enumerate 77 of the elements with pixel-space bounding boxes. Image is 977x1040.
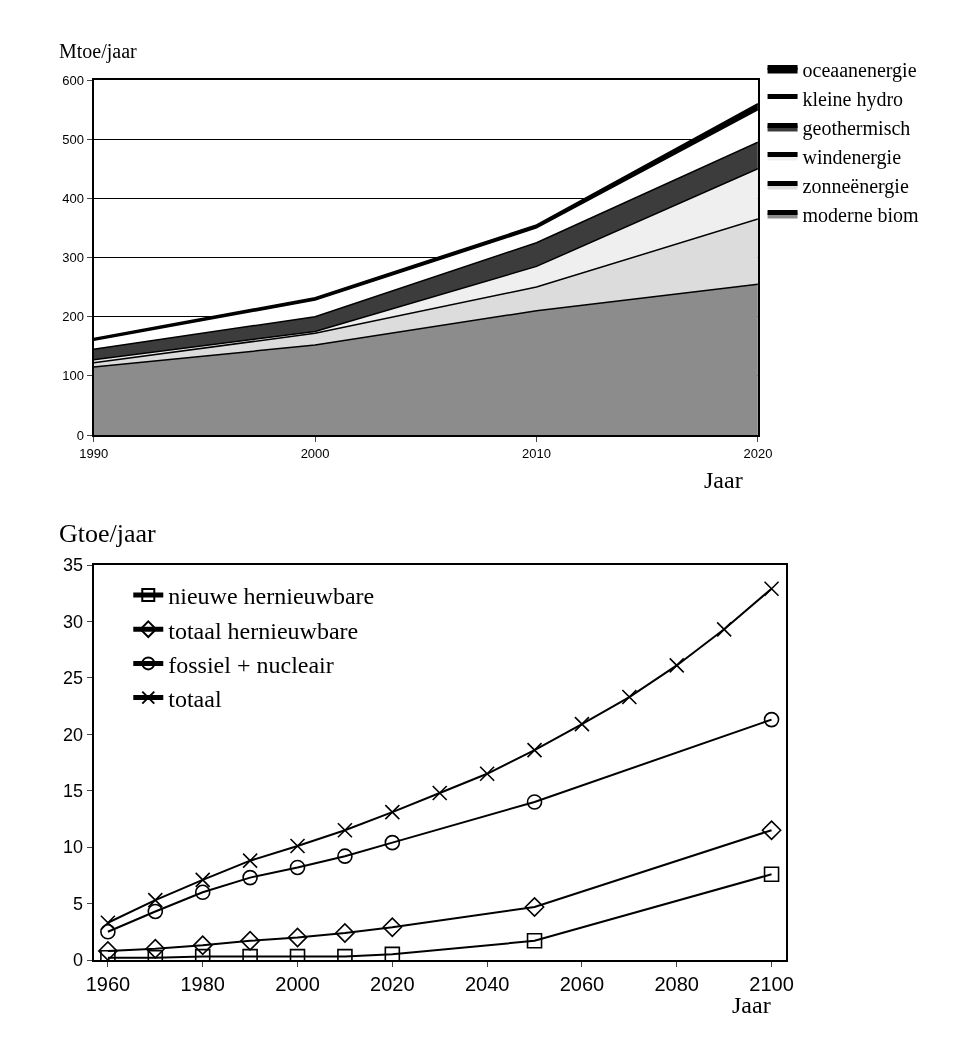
x-tick-label: 2000 — [300, 445, 330, 461]
x-tick-label: 2020 — [370, 973, 415, 995]
point — [337, 822, 353, 839]
y-tick-label: 35 — [63, 555, 84, 576]
y-axis-title: Gtoe/jaar — [59, 519, 157, 548]
point — [100, 923, 116, 940]
legend-label: nieuwe hernieuwbare — [168, 583, 375, 610]
point — [526, 794, 543, 810]
point — [526, 933, 543, 949]
point — [668, 657, 685, 674]
point — [526, 742, 543, 758]
point — [240, 930, 260, 951]
y-axis-title: Mtoe/jaar — [59, 40, 138, 63]
y-tick-label: 500 — [62, 131, 85, 147]
y-tick-label: 100 — [62, 368, 85, 384]
x-tick-label: 1980 — [180, 973, 225, 995]
legend-label: kleine hydro — [802, 88, 904, 112]
legend-label: geothermisch — [802, 117, 911, 141]
point — [763, 866, 780, 883]
point — [621, 689, 638, 705]
y-tick-label: 5 — [73, 893, 84, 914]
y-tick-label: 200 — [62, 309, 85, 325]
point — [382, 917, 403, 938]
x-tick-label: 2000 — [275, 973, 320, 995]
point — [574, 716, 590, 732]
point — [289, 859, 306, 876]
point — [761, 820, 782, 841]
y-tick-label: 400 — [62, 190, 85, 206]
y-tick-label: 20 — [63, 724, 84, 745]
x-axis-title: Jaar — [732, 992, 771, 1018]
point — [479, 765, 495, 782]
y-tick-label: 15 — [63, 781, 84, 802]
legend-label: windenergie — [802, 146, 902, 170]
point — [763, 580, 780, 597]
point — [384, 834, 401, 851]
y-tick-label: 600 — [62, 72, 85, 88]
point — [335, 923, 355, 943]
x-tick-label: 2080 — [654, 973, 699, 995]
point — [242, 869, 258, 886]
x-tick-label: 2020 — [743, 445, 773, 461]
point — [384, 946, 401, 960]
point — [763, 711, 780, 728]
point — [431, 785, 448, 801]
y-tick-label: 300 — [62, 250, 85, 266]
point — [524, 897, 545, 917]
y-tick-label: 25 — [63, 668, 84, 689]
y-tick-label: 10 — [63, 837, 84, 858]
point — [147, 903, 164, 920]
x-tick-label: 2100 — [749, 973, 794, 995]
x-tick-label: 1960 — [85, 973, 131, 995]
legend-label: fossiel + nucleair — [168, 651, 334, 678]
point — [145, 938, 166, 959]
legend-label: totaal — [168, 685, 222, 712]
legend-label: moderne biom — [802, 204, 920, 227]
point — [716, 621, 732, 638]
legend-label: oceaanenergie — [802, 59, 917, 83]
point — [287, 927, 308, 948]
legend-label: totaal hernieuwbare — [168, 617, 359, 644]
point — [337, 848, 353, 864]
y-tick-label: 30 — [63, 611, 84, 632]
point — [192, 935, 213, 956]
y-tick-label: 0 — [73, 950, 84, 971]
point — [98, 941, 118, 960]
point — [384, 804, 401, 820]
point — [194, 884, 211, 901]
legend-label: zonneënergie — [802, 175, 909, 199]
x-tick-label: 2040 — [464, 973, 510, 995]
x-tick-label: 1990 — [79, 445, 109, 461]
x-axis-title: Jaar — [704, 467, 743, 493]
point — [242, 852, 258, 869]
y-tick-label: 0 — [76, 427, 85, 443]
point — [289, 838, 306, 854]
point — [100, 914, 116, 931]
point — [147, 892, 164, 908]
point — [194, 872, 211, 888]
x-tick-label: 2010 — [522, 445, 551, 461]
x-tick-label: 2060 — [559, 973, 605, 995]
